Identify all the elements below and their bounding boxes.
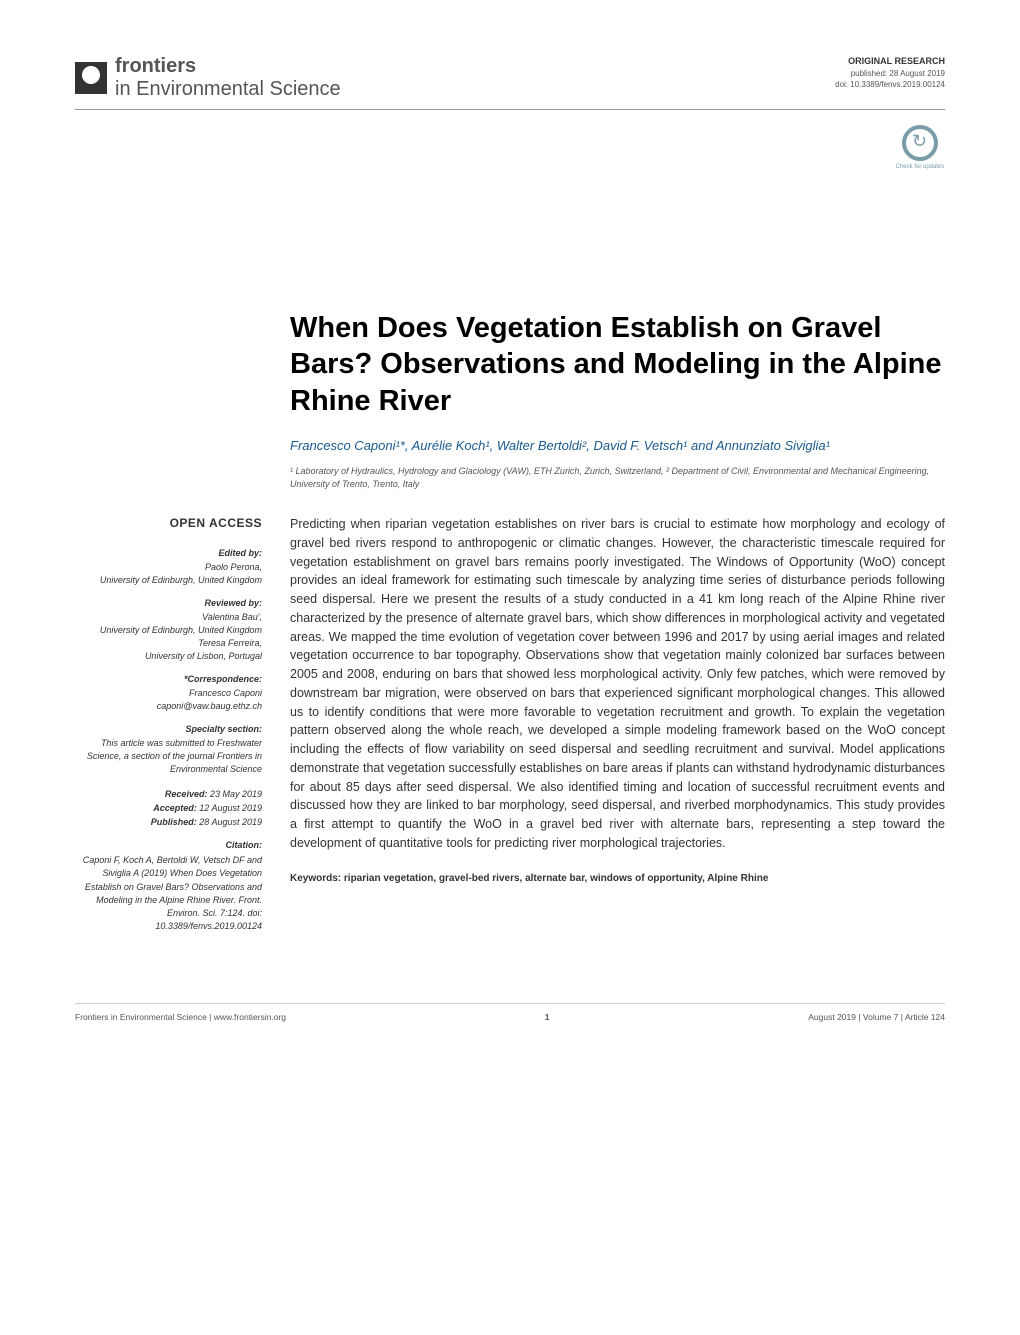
received-line: Received: 23 May 2019: [75, 788, 262, 801]
header-meta: ORIGINAL RESEARCH published: 28 August 2…: [835, 55, 945, 90]
editor-name: Paolo Perona,: [75, 561, 262, 574]
specialty-text: This article was submitted to Freshwater…: [75, 737, 262, 776]
affiliations: ¹ Laboratory of Hydraulics, Hydrology an…: [290, 465, 945, 490]
specialty-label: Specialty section:: [75, 723, 262, 736]
check-updates-label: Check for updates: [895, 164, 945, 170]
article-type: ORIGINAL RESEARCH: [835, 55, 945, 68]
accepted-line: Accepted: 12 August 2019: [75, 802, 262, 815]
reviewer1-affil: University of Edinburgh, United Kingdom: [75, 624, 262, 637]
correspondence-label: *Correspondence:: [75, 673, 262, 686]
citation-text: Caponi F, Koch A, Bertoldi W, Vetsch DF …: [75, 854, 262, 932]
header-row: frontiers in Environmental Science ORIGI…: [75, 55, 945, 101]
published-date: 28 August 2019: [197, 817, 262, 827]
reviewer2-affil: University of Lisbon, Portugal: [75, 650, 262, 663]
article-title: When Does Vegetation Establish on Gravel…: [290, 310, 945, 419]
edited-by-label: Edited by:: [75, 547, 262, 560]
check-updates-icon: [902, 125, 938, 161]
reviewer1-name: Valentina Bau',: [75, 611, 262, 624]
journal-brand: frontiers: [115, 55, 196, 77]
doi-line: doi: 10.3389/fenvs.2019.00124: [835, 79, 945, 90]
correspondence-name: Francesco Caponi: [75, 687, 262, 700]
title-block: When Does Vegetation Establish on Gravel…: [290, 310, 945, 490]
frontiers-logo-icon: [75, 62, 107, 94]
journal-subtitle: in Environmental Science: [115, 78, 341, 100]
main-column: Predicting when riparian vegetation esta…: [290, 515, 945, 933]
published-label: Published:: [151, 817, 197, 827]
citation-label: Citation:: [75, 839, 262, 852]
footer-right: August 2019 | Volume 7 | Article 124: [808, 1012, 945, 1022]
footer: Frontiers in Environmental Science | www…: [75, 1003, 945, 1022]
authors-line: Francesco Caponi¹*, Aurélie Koch¹, Walte…: [290, 437, 945, 455]
keywords: Keywords: riparian vegetation, gravel-be…: [290, 871, 945, 886]
journal-name: frontiers in Environmental Science: [115, 55, 341, 101]
received-date: 23 May 2019: [207, 789, 262, 799]
footer-page-number: 1: [545, 1012, 550, 1022]
abstract-text: Predicting when riparian vegetation esta…: [290, 515, 945, 853]
reviewed-by-label: Reviewed by:: [75, 597, 262, 610]
header-divider: [75, 109, 945, 110]
correspondence-email: caponi@vaw.baug.ethz.ch: [75, 700, 262, 713]
open-access-label: OPEN ACCESS: [75, 515, 262, 532]
journal-logo: frontiers in Environmental Science: [75, 55, 341, 101]
two-column-layout: OPEN ACCESS Edited by: Paolo Perona, Uni…: [75, 515, 945, 933]
reviewer2-name: Teresa Ferreira,: [75, 637, 262, 650]
check-updates-badge[interactable]: Check for updates: [895, 125, 945, 170]
sidebar: OPEN ACCESS Edited by: Paolo Perona, Uni…: [75, 515, 262, 933]
published-line-side: Published: 28 August 2019: [75, 816, 262, 829]
published-line: published: 28 August 2019: [835, 68, 945, 79]
footer-left: Frontiers in Environmental Science | www…: [75, 1012, 286, 1022]
received-label: Received:: [165, 789, 208, 799]
accepted-label: Accepted:: [153, 803, 197, 813]
accepted-date: 12 August 2019: [197, 803, 262, 813]
editor-affil: University of Edinburgh, United Kingdom: [75, 574, 262, 587]
page-container: frontiers in Environmental Science ORIGI…: [0, 0, 1020, 1062]
